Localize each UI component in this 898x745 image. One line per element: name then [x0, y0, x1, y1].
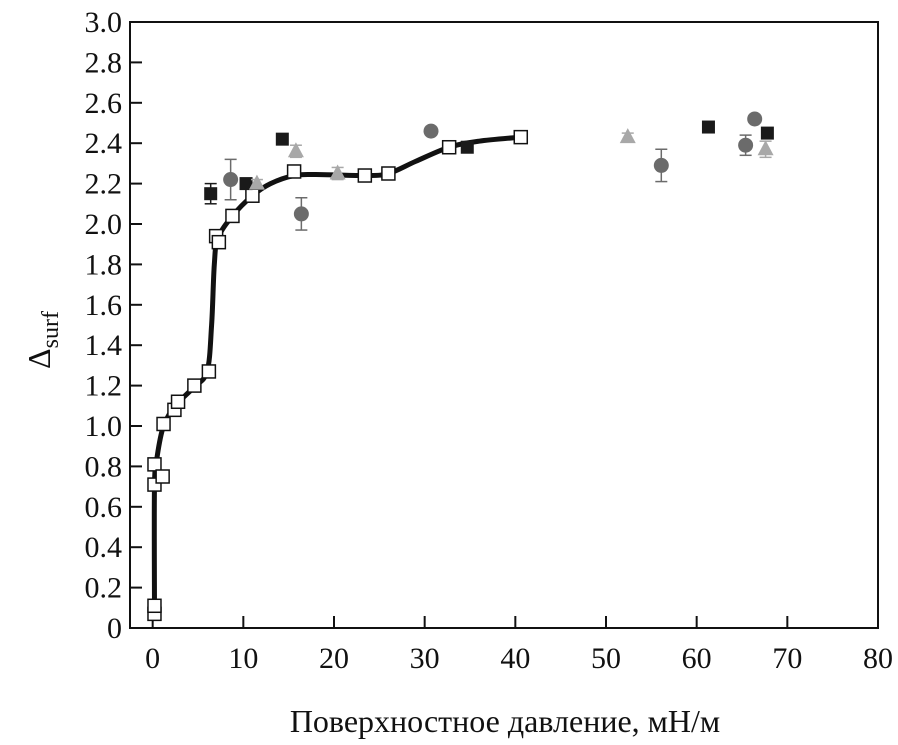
data-point-circle: [423, 123, 439, 139]
x-tick-label: 80: [863, 642, 893, 675]
data-point-triangle: [248, 174, 265, 190]
y-tick-label: 2.2: [85, 168, 123, 201]
data-point-open-square: [147, 457, 162, 472]
data-point-filled-square: [460, 140, 474, 154]
y-axis-title-sub: surf: [38, 311, 64, 348]
data-point-circle: [653, 157, 669, 173]
data-point-circle: [738, 137, 754, 153]
y-tick-label: 0.6: [85, 491, 123, 524]
data-point-open-square: [513, 129, 529, 145]
plot-frame: [129, 21, 879, 629]
data-point-circle: [223, 172, 239, 188]
x-tick-label: 0: [145, 642, 160, 675]
data-point-open-square: [156, 416, 171, 432]
y-tick-label: 0.4: [85, 531, 123, 564]
data-point-open-square: [225, 208, 240, 224]
x-tick-label: 50: [591, 642, 621, 675]
x-tick-label: 10: [228, 642, 258, 675]
data-point-open-square: [357, 168, 373, 183]
y-tick-label: 1.2: [85, 370, 123, 403]
y-tick-label: 2.6: [85, 87, 123, 120]
data-point-open-square: [441, 139, 457, 155]
data-point-open-square: [211, 234, 227, 250]
data-point-open-square: [170, 394, 186, 410]
data-point-filled-square: [239, 177, 253, 191]
data-point-open-square: [155, 469, 170, 484]
data-point-filled-square: [204, 187, 218, 201]
x-tick-label: 70: [772, 642, 802, 675]
y-tick-label: 1.4: [85, 329, 123, 362]
svg-text:Δsurf: Δsurf: [21, 311, 64, 369]
data-point-filled-square: [701, 120, 715, 134]
x-tick-label: 40: [500, 642, 530, 675]
y-tick-label: 1.8: [85, 248, 123, 281]
data-point-open-square: [147, 598, 162, 614]
y-tick-label: 2.8: [85, 46, 123, 79]
data-point-circle: [293, 206, 309, 222]
data-point-open-square: [201, 364, 217, 379]
y-tick-label: 3.0: [85, 6, 123, 39]
y-tick-label: 1.0: [85, 410, 123, 443]
y-tick-label: 2.0: [85, 208, 123, 241]
data-point-filled-square: [760, 126, 774, 140]
data-point-circle: [747, 111, 763, 127]
data-point-triangle: [287, 142, 304, 158]
data-point-open-square: [187, 378, 202, 393]
y-tick-label: 0: [107, 612, 122, 645]
data-point-open-square: [286, 164, 302, 179]
data-point-filled-square: [275, 132, 289, 146]
data-point-triangle: [619, 128, 636, 144]
y-tick-label: 0.8: [85, 450, 123, 483]
y-tick-label: 1.6: [85, 289, 123, 322]
data-point-triangle: [329, 164, 346, 180]
data-point-open-square: [245, 188, 260, 203]
x-tick-label: 30: [410, 642, 440, 675]
x-tick-label: 60: [682, 642, 712, 675]
data-point-triangle: [757, 140, 774, 156]
y-axis-title-main: Δ: [21, 348, 57, 369]
y-axis-title: Δsurf: [21, 311, 64, 369]
y-tick-label: 2.4: [85, 127, 123, 160]
data-point-open-square: [381, 166, 396, 181]
x-tick-label: 20: [319, 642, 349, 675]
y-tick-label: 0.2: [85, 572, 123, 605]
x-axis-title: Поверхностное давление, мН/м: [290, 703, 720, 739]
